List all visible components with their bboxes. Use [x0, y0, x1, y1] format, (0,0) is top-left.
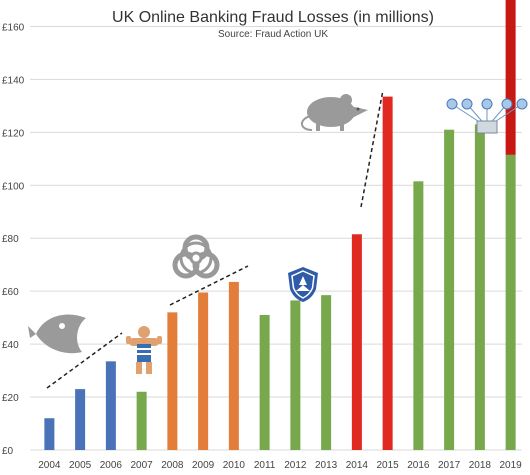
rat-icon — [301, 94, 368, 131]
bar-2004 — [44, 418, 55, 450]
chart-title: UK Online Banking Fraud Losses (in milli… — [112, 9, 434, 26]
chart-subtitle: Source: Fraud Action UK — [218, 29, 328, 40]
biohazard-icon — [172, 234, 220, 279]
y-tick-label: £60 — [2, 287, 19, 298]
x-tick-label: 2017 — [438, 460, 461, 471]
bars — [44, 0, 516, 451]
y-axis-ticks: £0 £20 £40 £60 £80 £100 £120 £140 £160 — [2, 22, 25, 457]
y-tick-label: £120 — [2, 128, 25, 139]
y-tick-label: £160 — [2, 22, 25, 33]
x-tick-label: 2014 — [346, 460, 369, 471]
bar-2014 — [351, 234, 362, 450]
network-diagram-icon — [446, 98, 528, 134]
bodybuilder-icon — [126, 326, 162, 374]
x-tick-label: 2007 — [131, 460, 154, 471]
x-tick-label: 2004 — [38, 460, 61, 471]
bar-2010 — [228, 281, 239, 450]
bar-2012 — [290, 300, 301, 450]
bar-2006 — [105, 361, 116, 450]
y-tick-label: £80 — [2, 234, 19, 245]
trend-line-2 — [169, 265, 249, 306]
bar-2015 — [382, 96, 393, 450]
x-axis-ticks: 2004 2005 2006 2007 2008 2009 2010 2011 2012 2013… — [38, 460, 522, 471]
x-tick-label: 2013 — [315, 460, 338, 471]
x-tick-label: 2006 — [100, 460, 123, 471]
shield-badge-icon — [288, 267, 318, 302]
y-tick-label: £140 — [2, 75, 25, 86]
x-tick-label: 2018 — [469, 460, 492, 471]
y-tick-label: £0 — [2, 446, 14, 457]
x-tick-label: 2016 — [407, 460, 430, 471]
bar-2007 — [136, 391, 147, 450]
bar-2019-stacked-segment — [505, 0, 516, 155]
bar-2017 — [444, 129, 455, 451]
y-tick-label: £40 — [2, 340, 19, 351]
x-tick-label: 2010 — [223, 460, 246, 471]
x-tick-label: 2012 — [284, 460, 307, 471]
bar-2018 — [474, 124, 485, 450]
x-tick-label: 2005 — [69, 460, 92, 471]
x-tick-label: 2015 — [377, 460, 400, 471]
trend-line-3 — [360, 89, 384, 208]
y-tick-label: £20 — [2, 393, 19, 404]
x-tick-label: 2011 — [254, 460, 276, 471]
x-tick-label: 2019 — [500, 460, 523, 471]
bar-2008 — [167, 312, 178, 450]
bar-2009 — [198, 292, 209, 450]
trend-line-1 — [46, 332, 123, 389]
x-tick-label: 2009 — [192, 460, 215, 471]
bar-2011 — [259, 315, 270, 450]
y-tick-label: £100 — [2, 181, 25, 192]
fish-icon — [28, 314, 86, 354]
bar-2019 — [505, 154, 516, 450]
x-tick-label: 2008 — [161, 460, 184, 471]
bar-2013 — [321, 295, 332, 450]
bar-2016 — [413, 181, 424, 450]
bar-2005 — [75, 389, 86, 450]
